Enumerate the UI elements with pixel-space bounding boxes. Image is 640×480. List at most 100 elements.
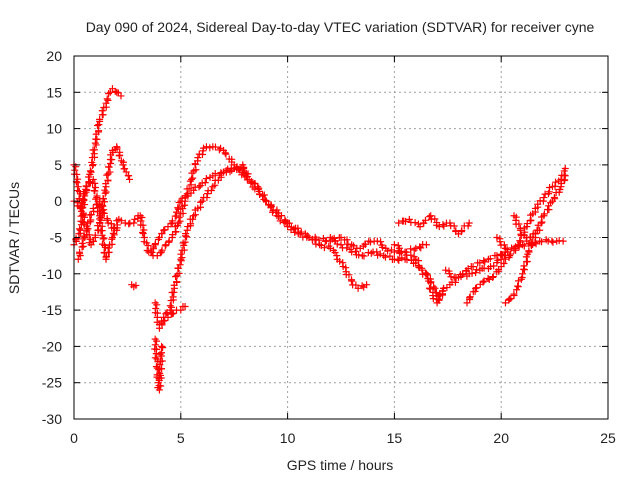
trace-marker [510,290,518,298]
trace-marker [95,127,103,135]
trace-marker [538,238,546,246]
trace-marker [195,183,203,191]
trace-marker [100,209,108,217]
chart-title: Day 090 of 2024, Sidereal Day-to-day VTE… [86,19,595,35]
trace-marker [274,213,282,221]
trace-marker [125,220,133,228]
trace-marker [139,221,147,229]
trace-marker [398,254,406,262]
trace-marker [222,167,230,175]
data-point [181,302,189,310]
trace-marker [480,257,488,265]
trace-marker [105,90,113,98]
data-point [202,143,210,151]
trace-marker [143,246,151,254]
trace-marker [537,219,545,227]
data-point [89,175,97,183]
trace-marker [76,225,84,233]
trace-marker [473,284,481,292]
data-point [74,255,82,263]
trace-marker [79,195,87,203]
trace-marker [158,246,166,254]
trace-marker [446,270,454,278]
trace-marker [88,158,96,166]
data-point [113,226,121,234]
trace-marker [523,258,531,266]
trace-marker [434,295,442,303]
trace-marker [426,284,434,292]
trace-marker [367,238,375,246]
trace-marker [115,152,123,160]
trace-marker [222,150,230,158]
trace-marker [355,251,363,259]
trace-marker [168,217,176,225]
trace-marker [169,309,177,317]
trace-marker [175,214,183,222]
data-point [354,284,362,292]
trace-marker [507,295,515,303]
data-point [183,190,191,198]
data-point [501,244,509,252]
trace-marker [98,107,106,115]
data-point [284,223,292,231]
trace-marker [516,237,524,245]
data-point [506,252,514,260]
trace-marker [498,250,506,258]
data-point [465,219,473,227]
trace-marker [131,215,139,223]
trace-marker [102,253,110,261]
y-tick-label: -10 [42,266,62,282]
trace-marker [407,251,415,259]
trace-marker [552,178,560,186]
trace-marker [514,282,522,290]
trace-marker [397,247,405,255]
trace-marker [104,96,112,104]
trace-marker [103,95,111,103]
trace-marker [110,231,118,239]
data-point [493,252,501,260]
data-point [416,223,424,231]
trace-marker [73,179,81,187]
data-point [401,248,409,256]
trace-marker [86,167,94,175]
data-point [540,194,548,202]
data-point [559,237,567,245]
trace-marker [95,121,103,129]
trace-marker [92,195,100,203]
trace-marker [182,230,190,238]
trace-marker [91,231,99,239]
trace-marker [502,255,510,263]
trace-marker [176,261,184,269]
trace-marker [181,238,189,246]
trace-marker [255,184,263,192]
data-point [104,219,112,227]
data-point [523,237,531,245]
trace-marker [176,217,184,225]
data-point [337,241,345,249]
trace-marker [361,240,369,248]
data-point [480,277,488,285]
data-point [519,270,527,278]
data-point [130,219,138,227]
trace-marker [169,293,177,301]
trace-marker [221,149,229,157]
trace-marker [291,228,299,236]
trace-marker [89,237,97,245]
trace-marker [96,115,104,123]
trace-marker [422,270,430,278]
trace-marker [344,240,352,248]
trace-marker [166,302,174,310]
data-point [489,273,497,281]
data-point [305,234,313,241]
trace-marker [331,249,339,257]
trace-marker [97,213,105,221]
trace-marker [178,194,186,202]
trace-marker [104,176,112,184]
trace-marker [85,178,93,186]
data-point [164,313,172,321]
y-tick-label: 0 [54,193,62,209]
trace-marker [458,227,466,235]
trace-marker [479,278,487,286]
data-point [561,172,569,180]
